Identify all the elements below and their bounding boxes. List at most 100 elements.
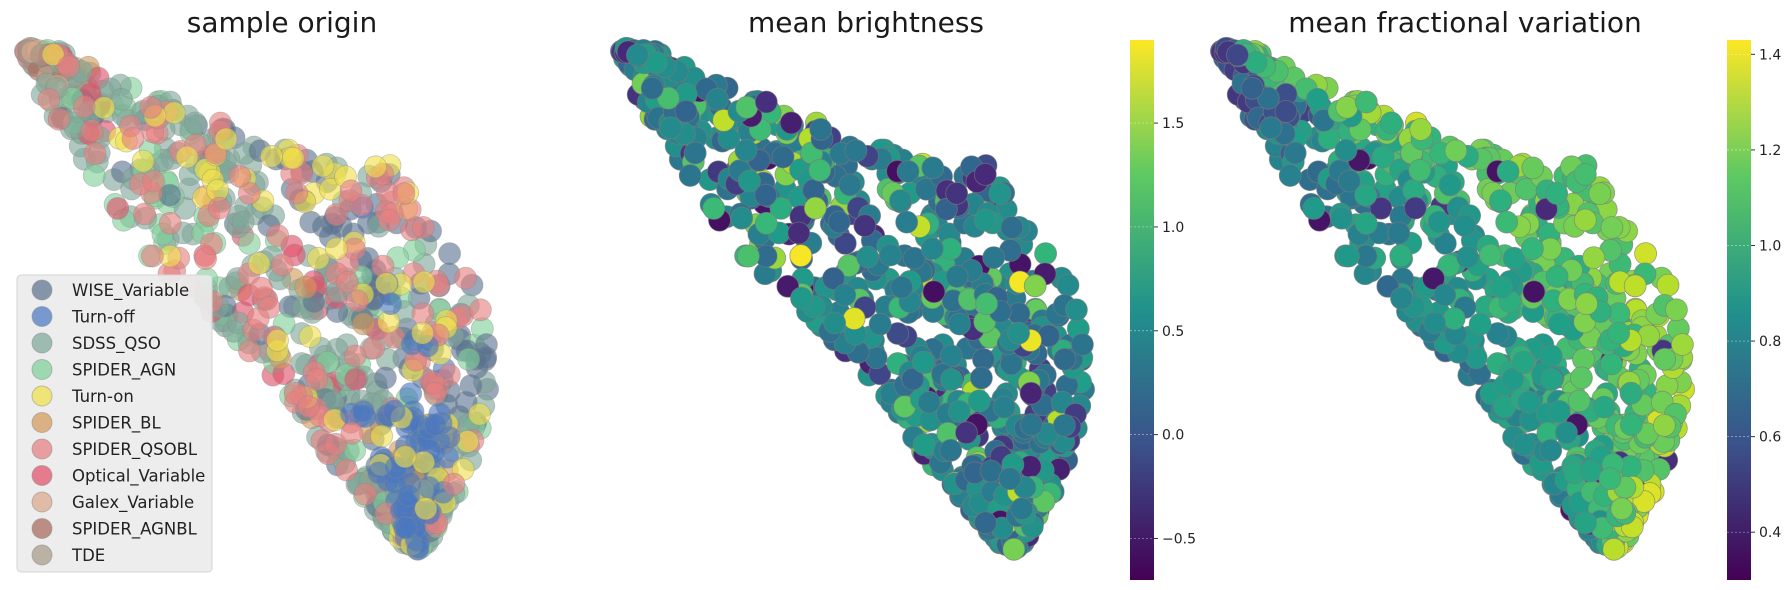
point (1656, 273, 1680, 297)
legend-label: Turn-off (71, 308, 135, 327)
point (833, 283, 857, 307)
point (1573, 162, 1597, 186)
point-spider-bl (352, 312, 375, 336)
legend-label: Galex_Variable (72, 493, 194, 513)
point (896, 159, 920, 183)
point (1390, 286, 1413, 310)
point (1007, 321, 1030, 345)
point (1226, 43, 1249, 67)
point-turn-on (266, 328, 289, 352)
point (1610, 497, 1634, 521)
point (1354, 183, 1378, 207)
point (1653, 347, 1677, 371)
point-turn-on (306, 246, 330, 270)
point (1422, 267, 1445, 290)
point (974, 511, 997, 535)
point-turn-on (414, 497, 438, 521)
point-turn-on (131, 149, 155, 173)
point-spider-qsobl (335, 458, 358, 482)
point (640, 76, 664, 100)
colorbar-tick-label: 0.6 (1759, 430, 1781, 446)
point (842, 307, 866, 331)
point (1071, 333, 1094, 356)
point-turn-on (412, 270, 436, 294)
colorbar-tick-label: 1.0 (1759, 238, 1781, 254)
point (787, 221, 811, 245)
legend-label: SPIDER_AGNBL (72, 520, 198, 540)
point-spider-qsobl (237, 181, 261, 205)
point (1512, 350, 1535, 374)
point-sdss-qso (183, 111, 207, 135)
point-turn-off (394, 516, 418, 540)
point (735, 95, 759, 119)
point-spider-qsobl (335, 270, 359, 294)
point (1433, 231, 1457, 255)
point-turn-off (423, 413, 447, 437)
point (1619, 381, 1643, 405)
point (1665, 298, 1688, 322)
point (886, 322, 910, 345)
point (1379, 111, 1403, 135)
point-spider-qsobl (392, 182, 416, 206)
point (1330, 206, 1354, 230)
point (1588, 182, 1612, 206)
point (754, 90, 778, 114)
point (1619, 413, 1643, 437)
point (975, 292, 998, 316)
point (1354, 90, 1378, 114)
point-turn-off (399, 382, 423, 406)
legend-marker (31, 332, 53, 354)
point (1592, 395, 1616, 419)
point (1607, 321, 1630, 345)
legend-marker (31, 412, 53, 433)
point-turn-on (375, 272, 398, 296)
title-mean-brightness: mean brightness (748, 6, 984, 39)
point (1000, 216, 1024, 239)
point (844, 139, 868, 163)
point-sdss-qso (173, 196, 197, 220)
point-spider-qsobl (353, 482, 377, 506)
point (1456, 245, 1479, 269)
point-optical-variable (106, 196, 130, 220)
title-mean-fractional-variation: mean fractional variation (1288, 6, 1642, 39)
point (1240, 76, 1264, 100)
point-turn-off (397, 484, 421, 507)
point (833, 231, 857, 255)
point-turn-on (311, 154, 335, 178)
point (1438, 173, 1462, 197)
point-turn-on (247, 251, 271, 275)
point (1495, 210, 1519, 234)
point-turn-off (379, 292, 403, 316)
point-turn-off (406, 537, 430, 561)
point-spider-qsobl (83, 142, 107, 165)
point (1002, 537, 1026, 561)
colorbar-gradient (1727, 40, 1751, 580)
point (1582, 246, 1606, 270)
point (789, 244, 813, 268)
title-sample-origin: sample origin (187, 6, 377, 39)
point (912, 350, 935, 374)
legend-marker (31, 279, 53, 301)
point (1522, 280, 1546, 304)
point (1387, 221, 1411, 245)
point (1065, 298, 1088, 322)
point (827, 210, 851, 234)
point-turn-on (175, 145, 199, 169)
colorbar-mean-brightness: 1.5 1.0 0.5 0.0 −0.5 (1130, 40, 1196, 580)
point (1338, 169, 1361, 193)
point (1555, 421, 1578, 445)
point (754, 211, 778, 235)
point-spider-qsobl (246, 307, 270, 331)
point-spider-qsobl (285, 181, 309, 205)
point (890, 275, 914, 299)
point-turn-on (281, 146, 305, 170)
point-turn-off (351, 399, 375, 423)
point (973, 162, 997, 186)
point-spider-qsobl (72, 95, 96, 118)
point (1545, 181, 1569, 205)
colorbar-tick-label: −0.5 (1162, 531, 1196, 547)
point-spider-agn (457, 347, 481, 371)
point (779, 111, 803, 135)
point (889, 189, 912, 213)
point-spider-qsobl (442, 472, 466, 496)
